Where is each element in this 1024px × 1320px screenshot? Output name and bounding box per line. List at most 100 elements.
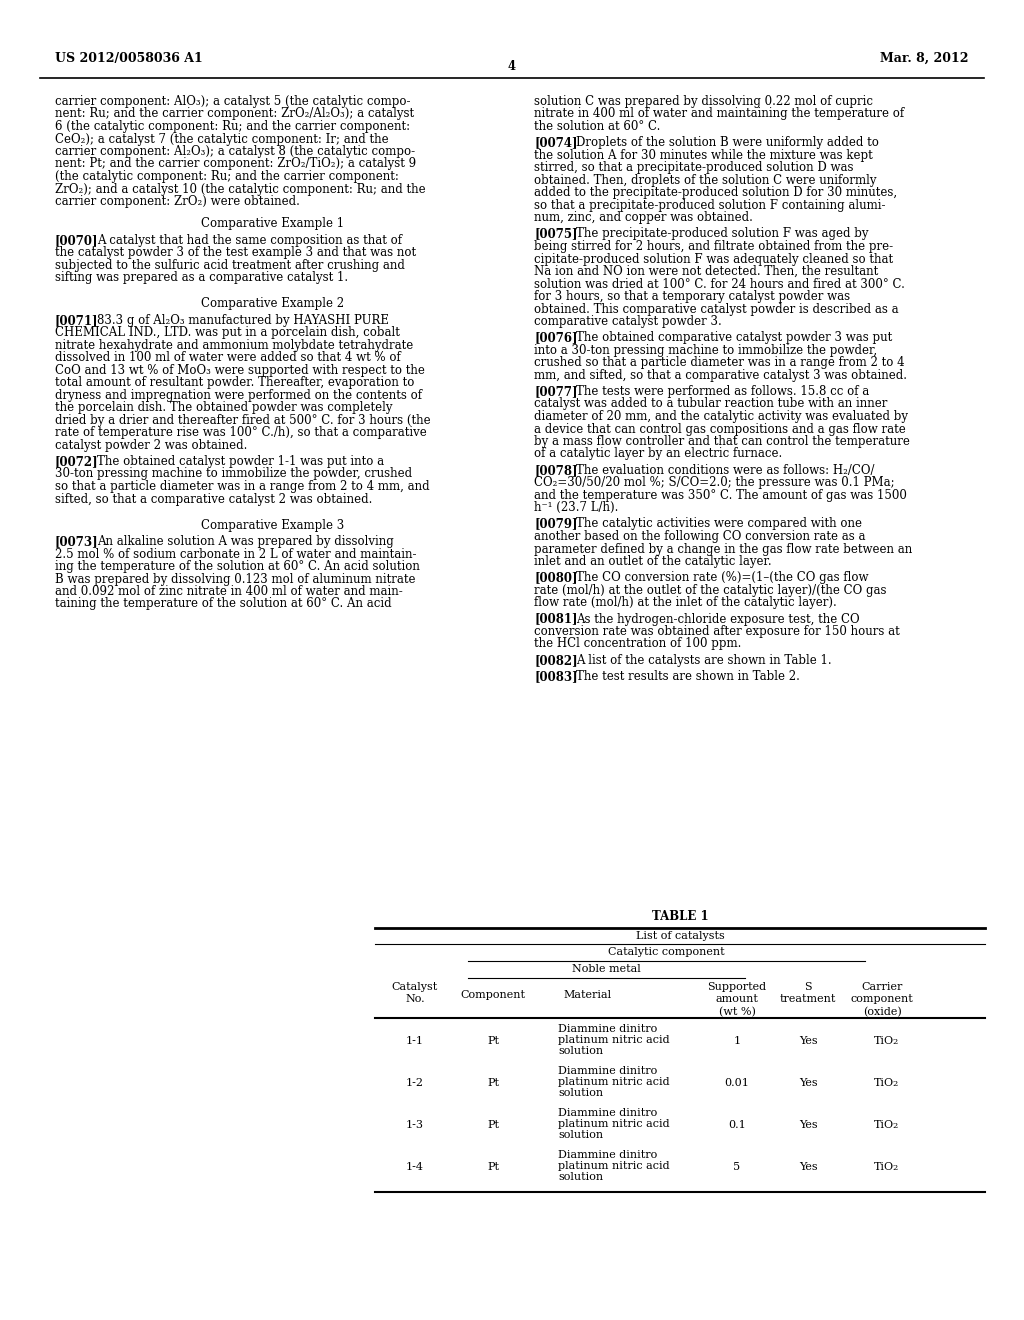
Text: [0081]: [0081]: [534, 612, 578, 626]
Text: platinum nitric acid: platinum nitric acid: [558, 1119, 670, 1129]
Text: cipitate-produced solution F was adequately cleaned so that: cipitate-produced solution F was adequat…: [534, 252, 893, 265]
Text: Droplets of the solution B were uniformly added to: Droplets of the solution B were uniforml…: [575, 136, 879, 149]
Text: so that a particle diameter was in a range from 2 to 4 mm, and: so that a particle diameter was in a ran…: [55, 480, 430, 492]
Text: Yes: Yes: [799, 1078, 817, 1088]
Text: 1-1: 1-1: [406, 1036, 424, 1045]
Text: 6 (the catalytic component: Ru; and the carrier component:: 6 (the catalytic component: Ru; and the …: [55, 120, 411, 133]
Text: Na ion and NO ion were not detected. Then, the resultant: Na ion and NO ion were not detected. The…: [534, 265, 879, 279]
Text: nitrate hexahydrate and ammonium molybdate tetrahydrate: nitrate hexahydrate and ammonium molybda…: [55, 339, 414, 351]
Text: solution: solution: [558, 1172, 603, 1181]
Text: rate of temperature rise was 100° C./h), so that a comparative: rate of temperature rise was 100° C./h),…: [55, 426, 427, 440]
Text: platinum nitric acid: platinum nitric acid: [558, 1035, 670, 1045]
Text: platinum nitric acid: platinum nitric acid: [558, 1077, 670, 1086]
Text: conversion rate was obtained after exposure for 150 hours at: conversion rate was obtained after expos…: [534, 624, 900, 638]
Text: 0.01: 0.01: [725, 1078, 750, 1088]
Text: CHEMICAL IND., LTD. was put in a porcelain dish, cobalt: CHEMICAL IND., LTD. was put in a porcela…: [55, 326, 400, 339]
Text: sifting was prepared as a comparative catalyst 1.: sifting was prepared as a comparative ca…: [55, 271, 348, 284]
Text: Yes: Yes: [799, 1036, 817, 1045]
Text: comparative catalyst powder 3.: comparative catalyst powder 3.: [534, 315, 722, 327]
Text: Catalyst
No.: Catalyst No.: [392, 982, 438, 1005]
Text: Pt: Pt: [487, 1036, 499, 1045]
Text: [0079]: [0079]: [534, 517, 578, 531]
Text: solution C was prepared by dissolving 0.22 mol of cupric: solution C was prepared by dissolving 0.…: [534, 95, 873, 108]
Text: mm, and sifted, so that a comparative catalyst 3 was obtained.: mm, and sifted, so that a comparative ca…: [534, 368, 907, 381]
Text: A catalyst that had the same composition as that of: A catalyst that had the same composition…: [97, 234, 402, 247]
Text: by a mass flow controller and that can control the temperature: by a mass flow controller and that can c…: [534, 436, 910, 447]
Text: [0072]: [0072]: [55, 455, 98, 469]
Text: being stirred for 2 hours, and filtrate obtained from the pre-: being stirred for 2 hours, and filtrate …: [534, 240, 893, 253]
Text: carrier component: ZrO₂) were obtained.: carrier component: ZrO₂) were obtained.: [55, 195, 300, 209]
Text: carrier component: AlO₃); a catalyst 5 (the catalytic compo-: carrier component: AlO₃); a catalyst 5 (…: [55, 95, 411, 108]
Text: the porcelain dish. The obtained powder was completely: the porcelain dish. The obtained powder …: [55, 401, 392, 414]
Text: The precipitate-produced solution F was aged by: The precipitate-produced solution F was …: [575, 227, 868, 240]
Text: subjected to the sulfuric acid treatment after crushing and: subjected to the sulfuric acid treatment…: [55, 259, 404, 272]
Text: Pt: Pt: [487, 1162, 499, 1172]
Text: 2: 2: [892, 1038, 897, 1045]
Text: parameter defined by a change in the gas flow rate between an: parameter defined by a change in the gas…: [534, 543, 912, 556]
Text: Mar. 8, 2012: Mar. 8, 2012: [881, 51, 969, 65]
Text: obtained. This comparative catalyst powder is described as a: obtained. This comparative catalyst powd…: [534, 302, 899, 315]
Text: [0082]: [0082]: [534, 653, 578, 667]
Text: catalyst powder 2 was obtained.: catalyst powder 2 was obtained.: [55, 438, 248, 451]
Text: 30-ton pressing machine to immobilize the powder, crushed: 30-ton pressing machine to immobilize th…: [55, 467, 412, 480]
Text: Catalytic component: Catalytic component: [608, 946, 725, 957]
Text: [0076]: [0076]: [534, 331, 578, 345]
Text: [0080]: [0080]: [534, 572, 578, 585]
Text: inlet and an outlet of the catalytic layer.: inlet and an outlet of the catalytic lay…: [534, 554, 772, 568]
Text: TiO: TiO: [874, 1036, 894, 1045]
Text: solution: solution: [558, 1088, 603, 1098]
Text: CO₂=30/50/20 mol %; S/CO=2.0; the pressure was 0.1 PMa;: CO₂=30/50/20 mol %; S/CO=2.0; the pressu…: [534, 477, 895, 490]
Text: Material: Material: [564, 990, 612, 1001]
Text: [0070]: [0070]: [55, 234, 98, 247]
Text: a device that can control gas compositions and a gas flow rate: a device that can control gas compositio…: [534, 422, 906, 436]
Text: 2: 2: [892, 1164, 897, 1172]
Text: h⁻¹ (23.7 L/h).: h⁻¹ (23.7 L/h).: [534, 502, 618, 515]
Text: 5: 5: [733, 1162, 740, 1172]
Text: Carrier
component
(oxide): Carrier component (oxide): [851, 982, 913, 1018]
Text: The catalytic activities were compared with one: The catalytic activities were compared w…: [575, 517, 862, 531]
Text: ZrO₂); and a catalyst 10 (the catalytic component: Ru; and the: ZrO₂); and a catalyst 10 (the catalytic …: [55, 182, 426, 195]
Text: Diammine dinitro: Diammine dinitro: [558, 1067, 657, 1076]
Text: TiO: TiO: [874, 1119, 894, 1130]
Text: TiO: TiO: [874, 1162, 894, 1172]
Text: 1-4: 1-4: [406, 1162, 424, 1172]
Text: Noble metal: Noble metal: [572, 964, 641, 974]
Text: The tests were performed as follows. 15.8 cc of a: The tests were performed as follows. 15.…: [575, 385, 869, 399]
Text: 4: 4: [508, 59, 516, 73]
Text: [0083]: [0083]: [534, 671, 578, 682]
Text: dried by a drier and thereafter fired at 500° C. for 3 hours (the: dried by a drier and thereafter fired at…: [55, 413, 431, 426]
Text: The obtained comparative catalyst powder 3 was put: The obtained comparative catalyst powder…: [575, 331, 892, 345]
Text: into a 30-ton pressing machine to immobilize the powder,: into a 30-ton pressing machine to immobi…: [534, 343, 878, 356]
Text: solution: solution: [558, 1130, 603, 1140]
Text: the solution at 60° C.: the solution at 60° C.: [534, 120, 660, 133]
Text: and 0.092 mol of zinc nitrate in 400 ml of water and main-: and 0.092 mol of zinc nitrate in 400 ml …: [55, 585, 402, 598]
Text: catalyst was added to a tubular reaction tube with an inner: catalyst was added to a tubular reaction…: [534, 397, 888, 411]
Text: TABLE 1: TABLE 1: [651, 909, 709, 923]
Text: Pt: Pt: [487, 1078, 499, 1088]
Text: The obtained catalyst powder 1-1 was put into a: The obtained catalyst powder 1-1 was put…: [97, 455, 384, 469]
Text: for 3 hours, so that a temporary catalyst powder was: for 3 hours, so that a temporary catalys…: [534, 290, 850, 304]
Text: solution was dried at 100° C. for 24 hours and fired at 300° C.: solution was dried at 100° C. for 24 hou…: [534, 277, 905, 290]
Text: Comparative Example 2: Comparative Example 2: [201, 297, 344, 310]
Text: nitrate in 400 ml of water and maintaining the temperature of: nitrate in 400 ml of water and maintaini…: [534, 107, 904, 120]
Text: dissolved in 100 ml of water were added so that 4 wt % of: dissolved in 100 ml of water were added …: [55, 351, 400, 364]
Text: taining the temperature of the solution at 60° C. An acid: taining the temperature of the solution …: [55, 598, 391, 610]
Text: B was prepared by dissolving 0.123 mol of aluminum nitrate: B was prepared by dissolving 0.123 mol o…: [55, 573, 416, 586]
Text: CeO₂); a catalyst 7 (the catalytic component: Ir; and the: CeO₂); a catalyst 7 (the catalytic compo…: [55, 132, 389, 145]
Text: obtained. Then, droplets of the solution C were uniformly: obtained. Then, droplets of the solution…: [534, 174, 877, 186]
Text: of a catalytic layer by an electric furnace.: of a catalytic layer by an electric furn…: [534, 447, 782, 461]
Text: dryness and impregnation were performed on the contents of: dryness and impregnation were performed …: [55, 389, 422, 401]
Text: List of catalysts: List of catalysts: [636, 931, 724, 941]
Text: 2: 2: [892, 1122, 897, 1130]
Text: total amount of resultant powder. Thereafter, evaporation to: total amount of resultant powder. Therea…: [55, 376, 415, 389]
Text: diameter of 20 mm, and the catalytic activity was evaluated by: diameter of 20 mm, and the catalytic act…: [534, 411, 908, 422]
Text: Pt: Pt: [487, 1119, 499, 1130]
Text: 0.1: 0.1: [728, 1119, 745, 1130]
Text: 1-3: 1-3: [406, 1119, 424, 1130]
Text: [0074]: [0074]: [534, 136, 578, 149]
Text: solution: solution: [558, 1045, 603, 1056]
Text: Diammine dinitro: Diammine dinitro: [558, 1107, 657, 1118]
Text: (the catalytic component: Ru; and the carrier component:: (the catalytic component: Ru; and the ca…: [55, 170, 399, 183]
Text: nent: Pt; and the carrier component: ZrO₂/TiO₂); a catalyst 9: nent: Pt; and the carrier component: ZrO…: [55, 157, 416, 170]
Text: S
treatment: S treatment: [780, 982, 837, 1005]
